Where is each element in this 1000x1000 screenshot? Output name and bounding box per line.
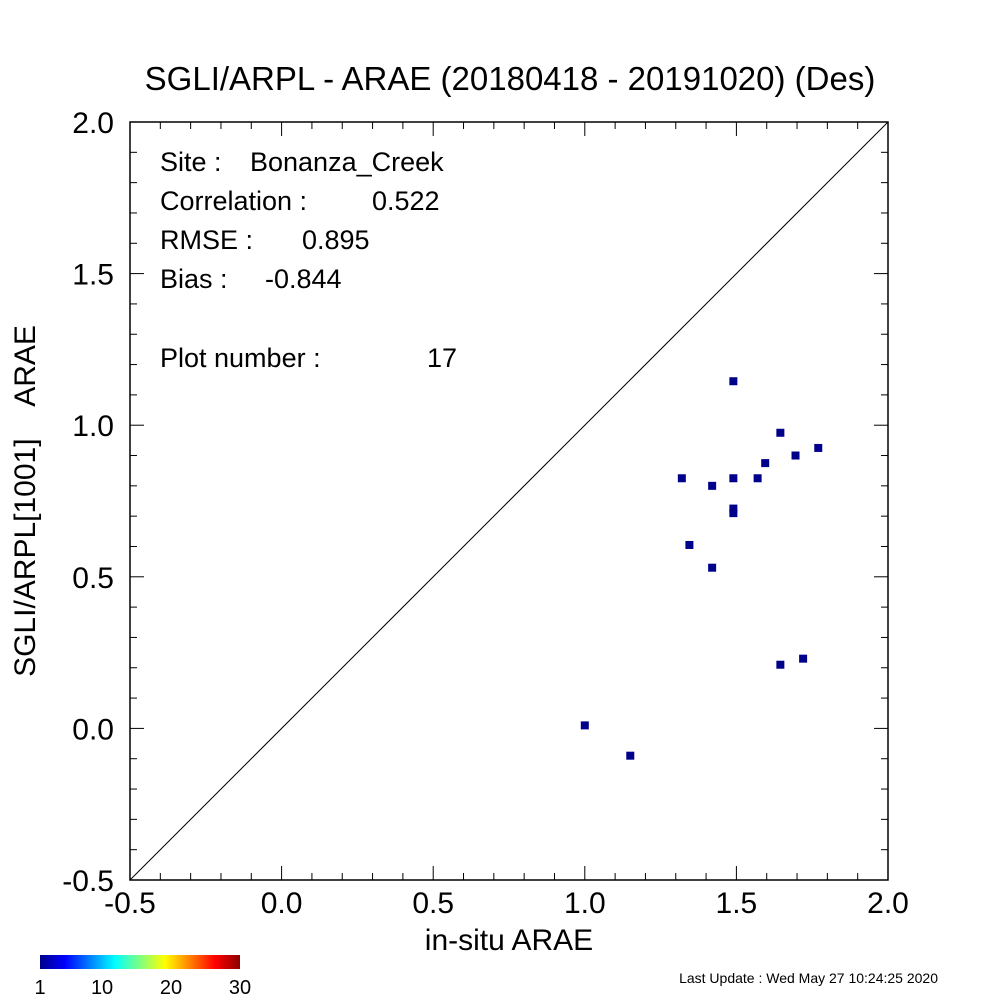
data-point: [814, 443, 823, 452]
stats-box: Site : Bonanza_Creek Correlation : 0.522…: [160, 147, 457, 373]
data-points: [580, 377, 823, 760]
data-point: [729, 504, 738, 513]
data-point: [708, 563, 717, 572]
tick-marks: [129, 121, 889, 881]
data-point: [708, 481, 717, 490]
data-point: [776, 660, 785, 669]
stat-correlation-label: Correlation :: [160, 186, 307, 216]
data-point: [729, 377, 738, 386]
x-tick-labels: -0.5 0.0 0.5 1.0 1.5 2.0: [104, 887, 909, 920]
y-tick-label: 0.5: [72, 562, 114, 595]
chart-title: SGLI/ARPL - ARAE (20180418 - 20191020) (…: [145, 60, 876, 97]
stat-correlation-value: 0.522: [372, 186, 440, 216]
colorbar-ticks: 1 10 20 30: [34, 977, 251, 999]
colorbar-tick-label: 1: [34, 977, 45, 999]
data-point: [677, 474, 686, 483]
colorbar: 1 10 20 30: [34, 955, 251, 999]
one-to-one-line: [129, 121, 889, 881]
data-point: [799, 654, 808, 663]
x-tick-label: 0.5: [412, 887, 454, 920]
stat-site-value: Bonanza_Creek: [250, 147, 444, 177]
data-point: [580, 721, 589, 730]
colorbar-bar: [40, 955, 240, 969]
data-point: [729, 474, 738, 483]
plot-area: [129, 121, 889, 881]
x-tick-label: 1.0: [564, 887, 606, 920]
y-tick-label: 2.0: [72, 107, 114, 140]
data-point: [729, 509, 738, 518]
x-tick-label: 2.0: [867, 887, 909, 920]
y-tick-label: 1.0: [72, 410, 114, 443]
y-tick-label: 0.0: [72, 713, 114, 746]
y-tick-labels: -0.5 0.0 0.5 1.0 1.5 2.0: [62, 107, 114, 898]
stat-plot-number-value: 17: [427, 343, 457, 373]
data-point: [626, 751, 635, 760]
stat-site-label: Site :: [160, 147, 222, 177]
stat-bias-label: Bias :: [160, 264, 228, 294]
colorbar-tick-label: 20: [160, 977, 182, 999]
colorbar-tick-label: 10: [91, 977, 113, 999]
colorbar-tick-label: 30: [229, 977, 251, 999]
x-tick-label: 1.5: [716, 887, 758, 920]
y-axis-label: SGLI/ARPL[1001] ARAE: [9, 325, 42, 677]
data-point: [761, 459, 770, 468]
x-tick-label: 0.0: [261, 887, 303, 920]
plot-frame: [129, 121, 889, 881]
x-axis-label: in-situ ARAE: [425, 924, 593, 957]
stat-rmse-label: RMSE :: [160, 225, 253, 255]
stat-bias-value: -0.844: [265, 264, 342, 294]
x-tick-label: -0.5: [104, 887, 156, 920]
stat-plot-number-label: Plot number :: [160, 343, 321, 373]
y-tick-label: 1.5: [72, 259, 114, 292]
data-point: [753, 474, 762, 483]
data-point: [776, 428, 785, 437]
stat-rmse-value: 0.895: [302, 225, 370, 255]
y-tick-label: -0.5: [62, 865, 114, 898]
data-point: [791, 451, 800, 460]
last-update-text: Last Update : Wed May 27 10:24:25 2020: [679, 970, 938, 986]
data-point: [685, 540, 694, 549]
